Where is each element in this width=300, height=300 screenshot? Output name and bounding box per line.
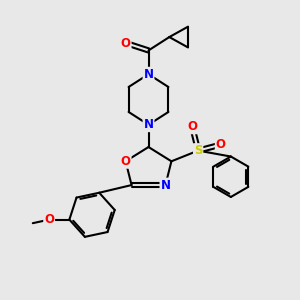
Text: S: S bbox=[194, 144, 203, 157]
Text: O: O bbox=[121, 37, 130, 50]
Text: N: N bbox=[143, 68, 154, 81]
Text: O: O bbox=[121, 155, 130, 168]
Text: O: O bbox=[44, 213, 54, 226]
Text: N: N bbox=[143, 118, 154, 131]
Text: O: O bbox=[187, 120, 197, 133]
Text: N: N bbox=[160, 178, 170, 192]
Text: O: O bbox=[216, 138, 226, 151]
